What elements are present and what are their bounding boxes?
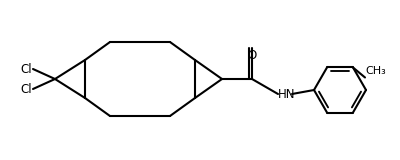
- Text: O: O: [247, 49, 257, 62]
- Text: Cl: Cl: [20, 63, 32, 76]
- Text: HN: HN: [278, 88, 296, 100]
- Text: Cl: Cl: [20, 83, 32, 96]
- Text: CH₃: CH₃: [365, 67, 386, 76]
